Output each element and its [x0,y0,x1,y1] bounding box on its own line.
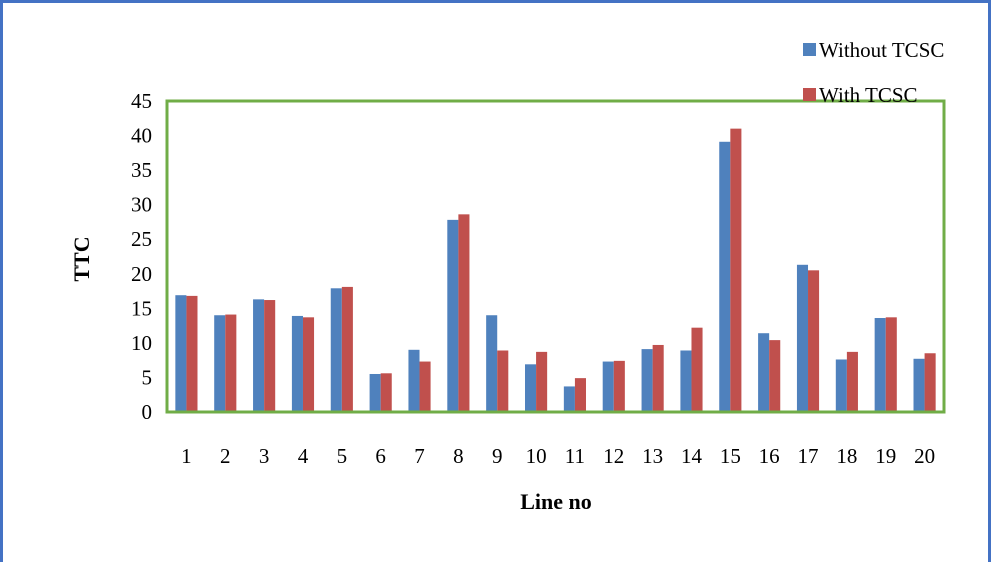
legend: Without TCSC With TCSC [803,38,944,107]
x-tick-label: 4 [298,444,309,468]
bar-without-tcsc-1 [175,295,187,412]
x-tick-label: 2 [220,444,231,468]
x-tick-label: 12 [603,444,624,468]
bar-without-tcsc-16 [758,333,770,412]
x-tick-label: 14 [681,444,703,468]
bar-with-tcsc-10 [536,351,548,412]
y-axis-label: TTC [69,236,94,281]
bar-with-tcsc-2 [225,314,237,412]
bar-with-tcsc-6 [380,373,392,412]
bar-with-tcsc-1 [186,295,198,412]
y-tick-label: 40 [131,124,152,148]
x-tick-label: 17 [798,444,819,468]
bar-with-tcsc-3 [264,300,276,412]
bar-without-tcsc-10 [525,364,537,412]
y-tick-label: 15 [131,296,152,320]
bar-without-tcsc-11 [563,386,575,412]
bar-with-tcsc-8 [458,214,470,412]
bar-with-tcsc-17 [808,270,820,412]
x-tick-label: 20 [914,444,935,468]
legend-label-without-tcsc: Without TCSC [819,38,944,62]
bar-with-tcsc-15 [730,128,742,412]
x-axis-label: Line no [520,489,592,514]
x-tick-label: 1 [181,444,192,468]
bar-without-tcsc-4 [291,315,303,412]
bar-with-tcsc-16 [769,340,781,412]
bar-with-tcsc-9 [497,350,509,412]
y-tick-label: 30 [131,193,152,217]
x-tick-label: 15 [720,444,741,468]
bar-without-tcsc-2 [214,315,226,412]
bar-without-tcsc-18 [835,359,847,412]
legend-label-with-tcsc: With TCSC [819,83,918,107]
bar-without-tcsc-3 [253,299,265,412]
y-tick-label: 45 [131,89,152,113]
bar-with-tcsc-5 [341,286,353,412]
bar-with-tcsc-11 [574,378,586,412]
bar-without-tcsc-20 [913,358,925,412]
bar-without-tcsc-14 [680,350,692,412]
x-tick-label: 6 [375,444,386,468]
y-tick-label: 20 [131,262,152,286]
bar-with-tcsc-20 [924,353,936,412]
legend-swatch-without-tcsc [803,43,816,56]
bar-without-tcsc-12 [602,361,614,412]
bar-with-tcsc-12 [613,360,625,412]
bar-with-tcsc-18 [846,351,858,412]
x-tick-label: 8 [453,444,464,468]
y-tick-label: 35 [131,158,152,182]
bar-with-tcsc-4 [302,317,315,412]
y-tick-label: 10 [131,331,152,355]
bar-with-tcsc-13 [652,344,664,412]
bar-without-tcsc-5 [330,288,342,412]
bar-with-tcsc-14 [691,327,703,412]
y-tick-label: 0 [142,400,153,424]
x-tick-label: 5 [337,444,348,468]
x-tick-label: 10 [526,444,547,468]
x-tick-label: 3 [259,444,270,468]
x-tick-label: 9 [492,444,503,468]
bar-with-tcsc-19 [885,317,897,412]
x-tick-label: 16 [759,444,780,468]
y-tick-label: 25 [131,227,152,251]
x-tick-labels: 1 2 3 4 5 6 7 8 9 10 11 12 13 14 15 16 17 18 19 20 [181,444,935,468]
legend-swatch-with-tcsc [803,88,816,101]
bar-with-tcsc-7 [419,361,431,412]
bar-without-tcsc-8 [447,219,459,412]
y-tick-label: 5 [142,365,153,389]
bar-without-tcsc-15 [719,141,731,412]
x-tick-label: 18 [836,444,857,468]
bar-without-tcsc-13 [641,349,653,412]
bar-without-tcsc-6 [369,373,381,412]
x-tick-label: 7 [414,444,425,468]
plot-area-border [165,99,946,414]
bar-without-tcsc-17 [796,264,809,412]
x-tick-label: 11 [565,444,585,468]
bars-group [175,128,936,412]
bar-without-tcsc-7 [408,349,420,412]
bar-without-tcsc-19 [874,318,886,412]
y-tick-labels: 0 5 10 15 20 25 30 35 40 45 [131,89,152,424]
x-tick-label: 19 [875,444,896,468]
bar-without-tcsc-9 [486,315,498,412]
x-tick-label: 13 [642,444,663,468]
